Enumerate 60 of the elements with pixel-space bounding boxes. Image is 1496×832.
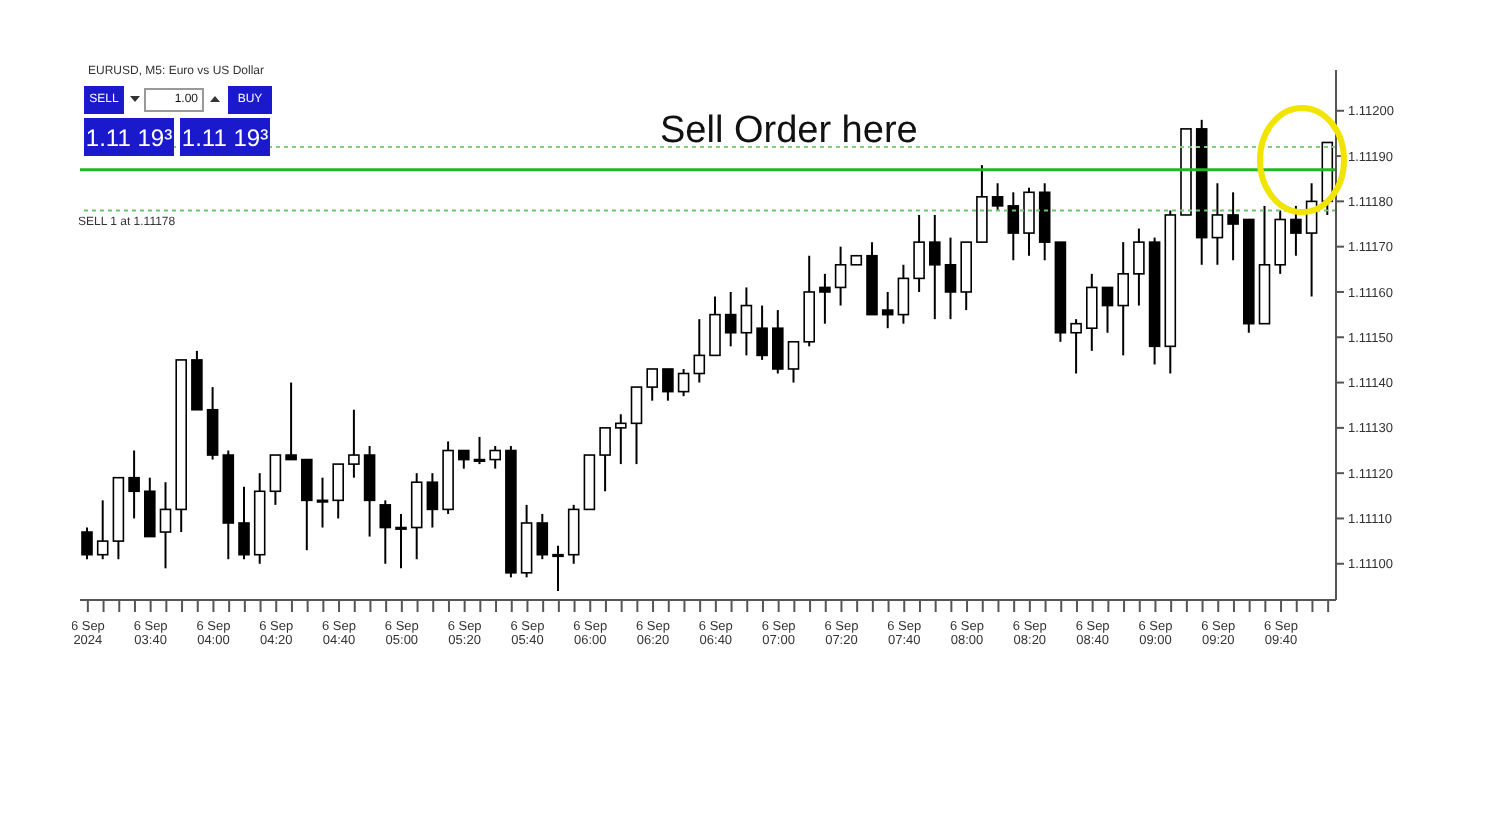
candlestick xyxy=(316,476,329,529)
annotation: Sell Order here xyxy=(660,110,918,154)
candlestick xyxy=(944,236,957,321)
candlestick xyxy=(159,481,172,570)
candlestick xyxy=(269,454,282,506)
candlestick xyxy=(881,290,894,330)
candlestick xyxy=(756,304,768,361)
candlestick xyxy=(363,444,376,538)
candlestick xyxy=(615,413,627,466)
candlestick xyxy=(1101,286,1114,334)
candlestick xyxy=(144,476,156,538)
candlestick xyxy=(929,213,941,321)
candlestick xyxy=(693,318,706,384)
candlestick xyxy=(552,544,564,592)
candlestick xyxy=(379,499,392,565)
candlestick xyxy=(1086,272,1098,352)
candlestick xyxy=(1070,318,1082,375)
candlestick xyxy=(740,286,753,357)
candlestick xyxy=(662,367,674,402)
candlestick xyxy=(238,485,250,561)
candlestick xyxy=(301,458,313,552)
candlestick xyxy=(630,386,643,466)
annotation: 1.11 19³ xyxy=(181,120,269,156)
candlestick xyxy=(834,245,847,307)
candlestick xyxy=(332,463,344,520)
candlestick xyxy=(128,449,140,520)
candlestick xyxy=(536,512,549,561)
candlestick xyxy=(646,367,658,402)
candlestick xyxy=(1117,241,1129,357)
candlestick xyxy=(410,472,423,561)
candlestick xyxy=(772,309,784,375)
candlestick xyxy=(1227,191,1239,262)
candlestick xyxy=(677,367,690,398)
candlestick xyxy=(458,449,470,470)
candlestick xyxy=(426,472,439,529)
candlestick xyxy=(96,499,109,561)
candlestick xyxy=(724,290,737,348)
candlestick xyxy=(1023,186,1035,257)
candlestick xyxy=(395,512,407,570)
candlestick xyxy=(1274,209,1286,275)
candlestick xyxy=(819,272,831,325)
candlestick xyxy=(206,386,219,461)
candlestick xyxy=(1290,204,1302,257)
candlestick xyxy=(1211,182,1224,266)
candlestick xyxy=(285,381,297,461)
candlestick xyxy=(976,164,988,244)
candlestick xyxy=(567,503,580,565)
candlestick xyxy=(1133,227,1145,307)
candlestick xyxy=(599,426,611,493)
candlestick xyxy=(991,182,1004,212)
candlestick xyxy=(787,340,800,384)
candlestick xyxy=(81,526,93,561)
candlestick xyxy=(489,444,501,470)
candlestick xyxy=(348,408,360,479)
candlestick xyxy=(709,295,721,357)
candlestick xyxy=(913,213,925,293)
candlestick xyxy=(1007,191,1020,262)
candlestick xyxy=(897,263,910,325)
annotation: 1.11 19³ xyxy=(85,120,173,156)
candlestick xyxy=(473,435,486,466)
